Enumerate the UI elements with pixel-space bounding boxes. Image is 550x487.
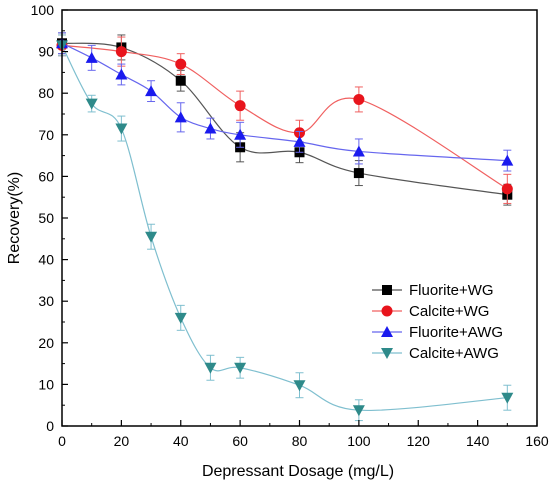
data-point [175,75,186,86]
data-point [115,68,128,80]
data-point [352,405,365,417]
y-tick-label: 80 [38,85,54,101]
x-tick-label: 40 [173,433,189,449]
x-tick-label: 0 [58,433,66,449]
legend-marker [381,348,393,359]
x-tick-label: 120 [407,433,431,449]
data-point [85,98,98,110]
legend-label: Calcite+WG [409,303,489,320]
series-layer [56,32,514,422]
data-point [115,46,127,58]
series-3 [56,34,514,422]
legend-entry: Fluorite+AWG [372,324,503,341]
y-tick-label: 30 [38,293,54,309]
data-point [174,312,187,324]
y-tick-label: 70 [38,127,54,143]
plot-frame [61,9,538,427]
legend-label: Fluorite+WG [409,282,494,299]
data-point [145,85,158,97]
legend-entry: Calcite+AWG [372,345,499,362]
data-point [352,145,365,157]
data-point [353,93,365,105]
data-point [234,100,246,112]
y-tick-label: 50 [38,210,54,226]
data-point [501,392,514,404]
series-line [61,42,508,196]
data-point [145,231,158,243]
legend-marker [381,305,393,317]
y-tick-label: 40 [38,252,54,268]
series-line [61,42,508,162]
y-axis-label: Recovery(%) [6,172,23,264]
legend-entry: Calcite+WG [372,303,489,320]
y-tick-label: 20 [38,335,54,351]
data-point [204,362,217,374]
series-line [61,45,508,412]
legend-label: Fluorite+AWG [409,324,503,341]
axis-layer: 0 20 40 60 80 100 120 140 160 0 10 20 30 40 50 60 70 80 90… [31,2,549,449]
data-point [293,135,306,147]
legend-marker [381,326,393,337]
legend-entry: Fluorite+WG [372,282,494,299]
legend-marker [382,285,392,295]
series-0 [57,32,513,206]
y-tick-label: 0 [46,418,54,434]
data-point [501,154,514,166]
y-tick-label: 90 [38,44,54,60]
data-point [174,111,187,123]
x-tick-label: 60 [232,433,248,449]
legend: Fluorite+WG Calcite+WG Fluorite+AWG Calcite… [372,282,503,362]
y-tick-label: 10 [38,376,54,392]
series-line [61,44,508,190]
x-axis-label: Depressant Dosage (mg/L) [202,463,394,480]
x-tick-label: 80 [292,433,308,449]
legend-label: Calcite+AWG [409,345,499,362]
data-point [204,122,217,134]
y-tick-label: 100 [31,2,55,18]
data-point [501,183,513,195]
x-tick-label: 100 [347,433,371,449]
data-point [353,168,364,179]
x-tick-label: 140 [466,433,490,449]
x-tick-label: 160 [525,433,549,449]
data-point [234,128,247,140]
x-tick-label: 20 [114,433,130,449]
data-point [115,123,128,135]
data-point [293,380,306,392]
data-point [234,362,247,374]
y-tick-label: 60 [38,168,54,184]
data-point [175,58,187,70]
data-point [85,51,98,63]
